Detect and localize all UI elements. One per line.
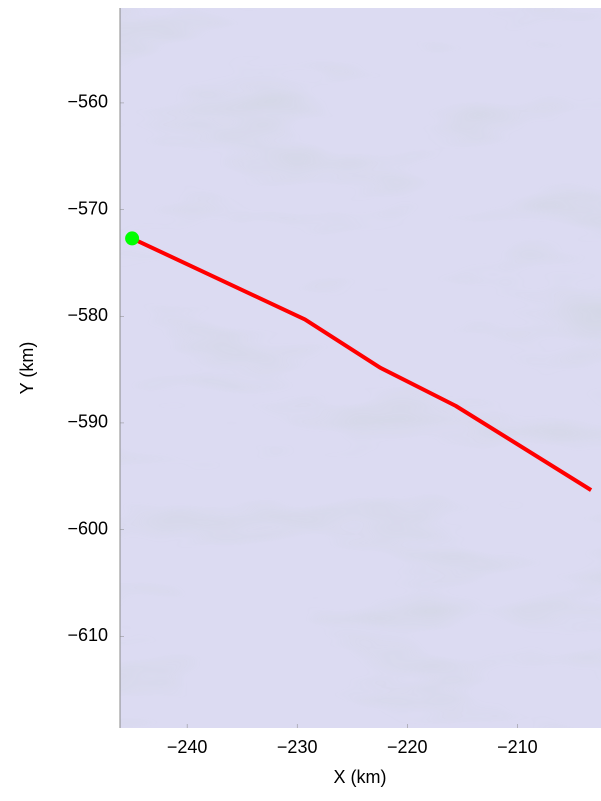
x-tick-label: −240 (167, 737, 208, 757)
y-tick-label: −610 (67, 625, 108, 645)
y-tick-label: −570 (67, 198, 108, 218)
x-tick-label: −220 (387, 737, 428, 757)
x-tick-label: −230 (277, 737, 318, 757)
y-tick-label: −580 (67, 305, 108, 325)
x-axis-label: X (km) (334, 767, 387, 787)
track-line (131, 236, 593, 492)
x-tick-label: −210 (497, 737, 538, 757)
start-marker (125, 231, 140, 246)
y-tick-label: −590 (67, 412, 108, 432)
y-tick-label: −600 (67, 518, 108, 538)
y-axis-label: Y (km) (17, 342, 37, 395)
y-tick-label: −560 (67, 92, 108, 112)
map-texture (120, 8, 601, 728)
